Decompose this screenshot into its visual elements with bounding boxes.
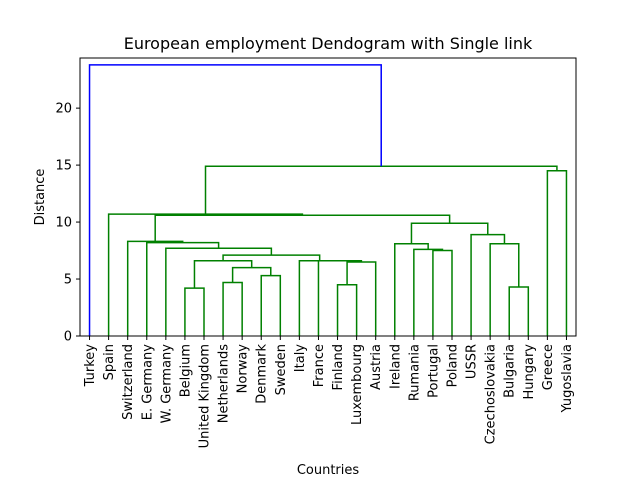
leaf-label: Hungary bbox=[522, 344, 537, 400]
plot-frame bbox=[79, 57, 577, 337]
leaf-label: Sweden bbox=[274, 344, 289, 395]
leaf-label: Greece bbox=[541, 344, 556, 390]
leaf-label: USSR bbox=[465, 344, 480, 379]
dendrogram-link bbox=[336, 283, 358, 336]
leaf-label: Denmark bbox=[255, 344, 270, 404]
y-tick-label: 10 bbox=[55, 216, 72, 231]
leaf-label: Luxembourg bbox=[350, 344, 365, 425]
x-axis: Turkey Spain Switzerland E. Germany W. Germa… bbox=[83, 336, 575, 448]
leaf-label: Turkey bbox=[83, 344, 98, 388]
leaf-label: Austria bbox=[369, 344, 384, 390]
leaf-label: Bulgaria bbox=[503, 344, 518, 398]
leaf-label: France bbox=[312, 344, 327, 387]
y-axis: 0 5 10 15 20 bbox=[55, 102, 80, 345]
y-tick-label: 20 bbox=[55, 102, 72, 117]
leaf-label: United Kingdom bbox=[198, 344, 213, 448]
chart-title: European employment Dendogram with Singl… bbox=[124, 34, 533, 53]
dendrogram-link bbox=[88, 64, 382, 336]
dendrogram-link bbox=[222, 281, 243, 336]
dendrogram-link bbox=[298, 260, 340, 336]
y-tick-label: 0 bbox=[64, 330, 72, 345]
dendrogram-links bbox=[88, 64, 568, 336]
leaf-label: Poland bbox=[446, 344, 461, 387]
leaf-label: Belgium bbox=[178, 344, 193, 397]
leaf-label: Switzerland bbox=[121, 344, 136, 420]
dendrogram-link bbox=[260, 274, 282, 336]
x-axis-label: Countries bbox=[297, 463, 360, 478]
y-tick-label: 5 bbox=[64, 273, 72, 288]
dendrogram-link bbox=[413, 248, 444, 336]
dendrogram-link bbox=[410, 222, 489, 244]
leaf-label: W. Germany bbox=[159, 344, 174, 424]
leaf-label: Ireland bbox=[388, 344, 403, 389]
dendrogram-link bbox=[184, 287, 205, 336]
y-tick-label: 15 bbox=[55, 159, 72, 174]
dendrogram-link bbox=[154, 214, 451, 242]
dendrogram-link bbox=[317, 260, 363, 336]
leaf-label: Yugoslavia bbox=[560, 344, 575, 414]
leaf-label: Rumania bbox=[407, 344, 422, 401]
leaf-label: Spain bbox=[102, 344, 117, 380]
leaf-label: Finland bbox=[331, 344, 346, 390]
dendrogram-link bbox=[222, 254, 321, 261]
y-axis-label: Distance bbox=[33, 169, 48, 226]
leaf-label: Italy bbox=[293, 344, 308, 373]
leaf-label: Czechoslovakia bbox=[484, 344, 499, 444]
leaf-label: Norway bbox=[236, 344, 251, 394]
dendrogram-link bbox=[146, 241, 220, 336]
leaf-label: Netherlands bbox=[217, 344, 232, 423]
dendrogram-link bbox=[204, 165, 558, 215]
leaf-label: E. Germany bbox=[140, 344, 155, 421]
leaf-label: Portugal bbox=[426, 344, 441, 398]
dendrogram-link bbox=[346, 261, 377, 336]
